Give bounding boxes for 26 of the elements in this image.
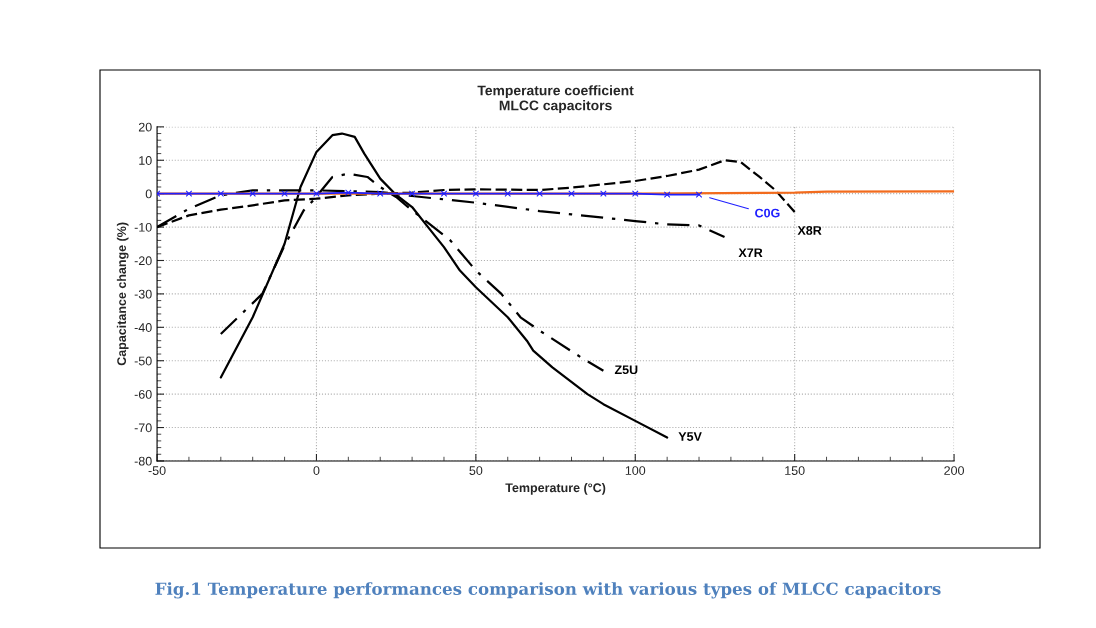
y-tick-label: -70 [134,423,152,433]
x-tick-label: 0 [313,466,320,475]
series-label: X7R [738,248,763,258]
x-tick-label: 150 [785,466,805,475]
y-tick-label: -40 [134,323,152,332]
y-tick-label: -80 [134,456,152,466]
x-tick-label: 200 [944,466,965,475]
series-label: Z5U [614,365,638,375]
x-axis-title: Temperature (°C) [505,483,606,495]
series-label: Y5V [678,432,702,441]
x-tick-label: -50 [148,466,166,475]
y-tick-label: 0 [145,189,152,199]
y-tick-label: -60 [134,389,152,399]
x-tick-label: 50 [469,466,483,475]
y-tick-label: -50 [134,356,152,366]
chart-title: Temperature coefficient MLCC capacitors [477,85,634,114]
caption: Fig.1 Temperature performances comparison with various types of MLCC capacitors [155,582,941,599]
y-tick-label: -20 [134,256,152,266]
y-axis-title: Capacitance change (%) [116,222,129,366]
y-tick-label: -30 [134,289,152,299]
text: C0G [755,208,780,218]
y-tick-label: -10 [134,222,152,232]
y-tick-label: 20 [138,122,152,132]
x-tick-label: 100 [625,466,646,475]
series-label: X8R [797,226,822,235]
y-tick-label: 10 [139,156,152,165]
